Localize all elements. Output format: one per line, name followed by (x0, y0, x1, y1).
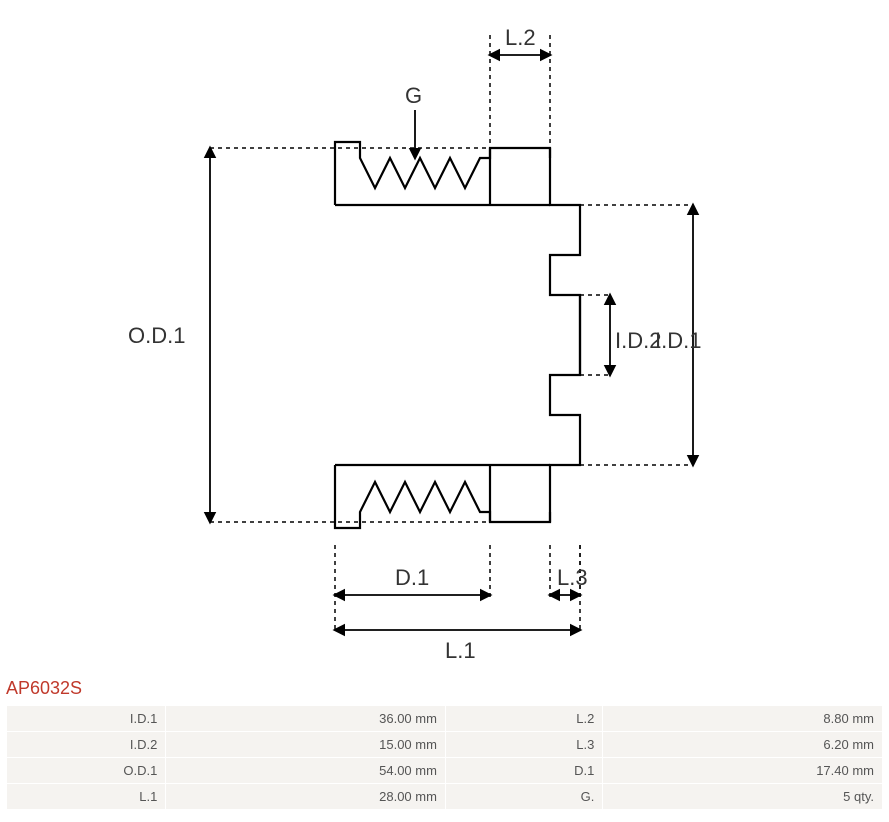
spec-value: 54.00 mm (166, 758, 445, 783)
label-id1: I.D.1 (655, 328, 701, 353)
spec-value: 5 qty. (603, 784, 882, 809)
table-row: O.D.1 54.00 mm D.1 17.40 mm (7, 758, 882, 783)
spec-label: L.1 (7, 784, 165, 809)
part-number: AP6032S (0, 670, 889, 705)
label-id2: I.D.2 (615, 328, 661, 353)
spec-label: G. (446, 784, 602, 809)
spec-label: O.D.1 (7, 758, 165, 783)
spec-value: 17.40 mm (603, 758, 882, 783)
spec-value: 28.00 mm (166, 784, 445, 809)
spec-label: L.3 (446, 732, 602, 757)
label-d1: D.1 (395, 565, 429, 590)
spec-label: L.2 (446, 706, 602, 731)
table-row: I.D.1 36.00 mm L.2 8.80 mm (7, 706, 882, 731)
spec-value: 15.00 mm (166, 732, 445, 757)
label-od1: O.D.1 (128, 323, 185, 348)
spec-value: 6.20 mm (603, 732, 882, 757)
label-l3: L.3 (557, 565, 588, 590)
spec-label: D.1 (446, 758, 602, 783)
specifications-table: I.D.1 36.00 mm L.2 8.80 mm I.D.2 15.00 m… (6, 705, 883, 810)
spec-value: 36.00 mm (166, 706, 445, 731)
label-g: G (405, 83, 422, 108)
label-l2: L.2 (505, 25, 536, 50)
spec-value: 8.80 mm (603, 706, 882, 731)
spec-label: I.D.2 (7, 732, 165, 757)
label-l1: L.1 (445, 638, 476, 663)
spec-label: I.D.1 (7, 706, 165, 731)
table-row: I.D.2 15.00 mm L.3 6.20 mm (7, 732, 882, 757)
technical-diagram: O.D.1 I.D.1 I.D.2 L.2 L.3 D.1 L.1 G (0, 0, 889, 670)
table-row: L.1 28.00 mm G. 5 qty. (7, 784, 882, 809)
